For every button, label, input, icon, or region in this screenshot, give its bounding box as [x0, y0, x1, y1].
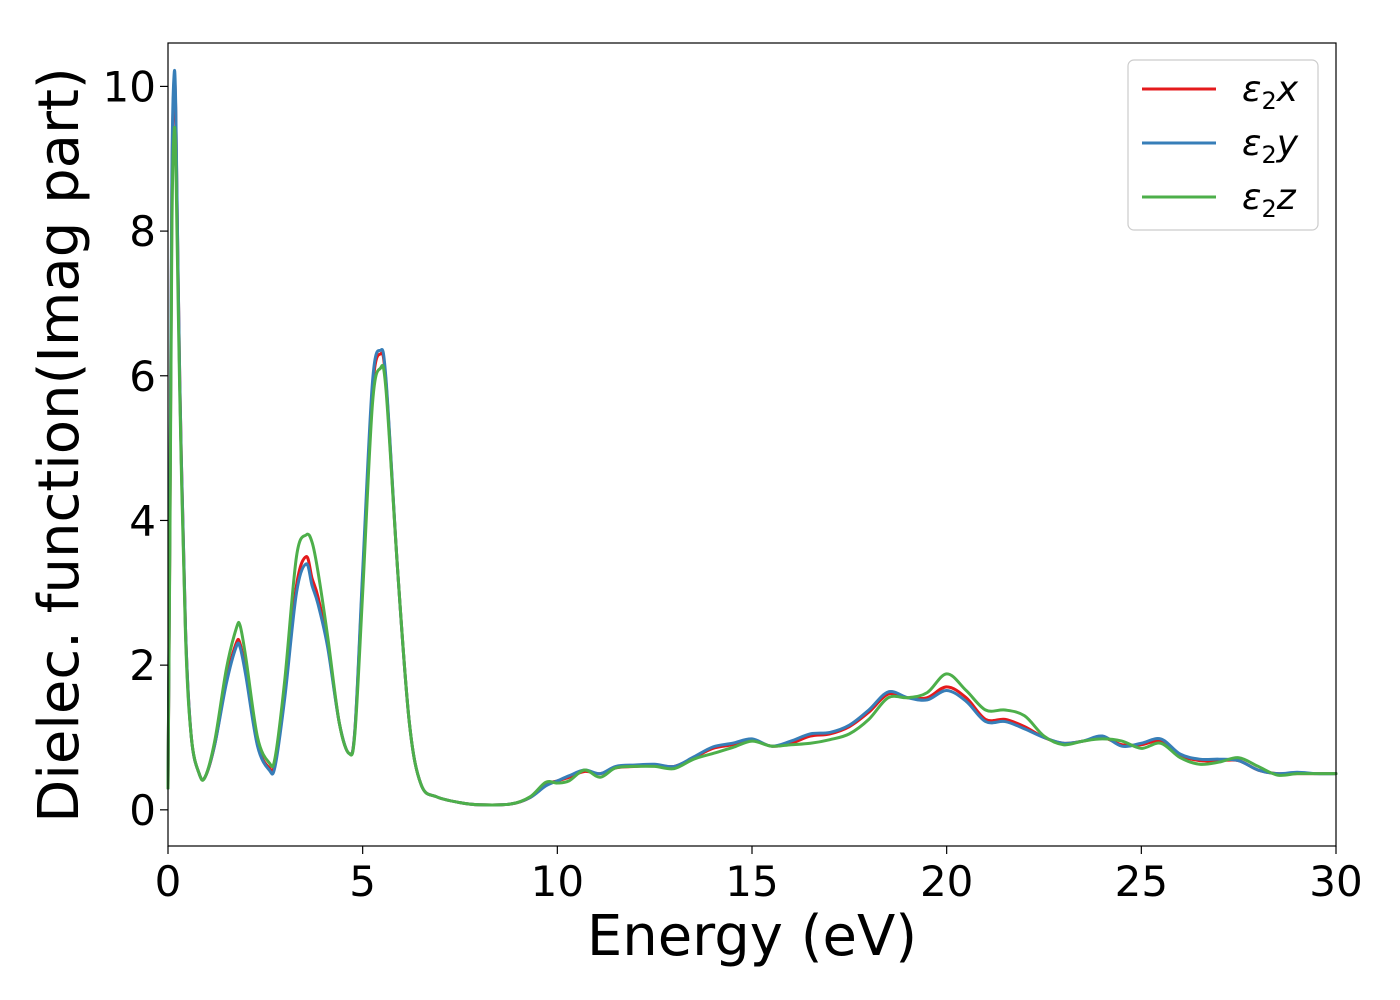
y-tick-label: 6 [129, 352, 156, 401]
legend-label-z: ε2z [1242, 177, 1297, 223]
x-tick-label: 20 [920, 857, 973, 906]
y-tick-label: 8 [129, 207, 156, 256]
legend-label-x: ε2x [1242, 69, 1299, 115]
x-tick-label: 0 [155, 857, 182, 906]
y-axis-label: Dielec. function(Imag part) [27, 67, 92, 823]
y-tick-label: 2 [129, 641, 156, 690]
series-line-z [166, 125, 1338, 807]
legend-label-y: ε2y [1242, 123, 1299, 169]
x-tick-label: 5 [349, 857, 376, 906]
x-axis: 0 5 10 15 20 25 30 [155, 846, 1363, 906]
legend-box [1127, 59, 1319, 231]
series-lines [166, 68, 1338, 807]
legend: ε2x ε2y ε2z [1127, 59, 1319, 231]
x-tick-label: 30 [1309, 857, 1362, 906]
y-tick-label: 10 [103, 62, 156, 111]
y-axis: 0 2 4 6 8 10 [103, 62, 168, 835]
x-axis-label: Energy (eV) [587, 904, 917, 969]
x-tick-label: 10 [531, 857, 584, 906]
y-tick-label: 0 [129, 786, 156, 835]
y-tick-label: 4 [129, 496, 156, 545]
x-tick-label: 15 [725, 857, 778, 906]
x-tick-label: 25 [1115, 857, 1168, 906]
